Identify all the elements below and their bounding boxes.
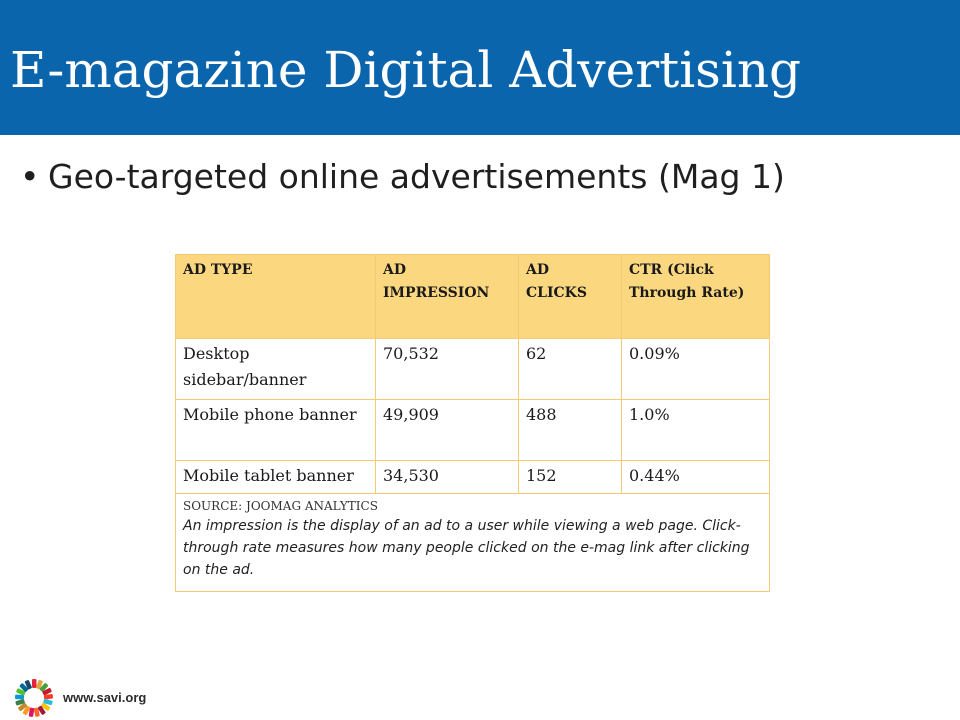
table-cell: 1.0% [621, 399, 770, 461]
table-header-row: AD TYPE AD IMPRESSION AD CLICKS CTR (Cli… [175, 254, 770, 339]
column-header-ctr: CTR (Click Through Rate) [621, 254, 770, 339]
definition-note: An impression is the display of an ad to… [183, 518, 750, 578]
table-row: Mobile phone banner 49,909 488 1.0% [175, 399, 770, 461]
ad-stats-table: AD TYPE AD IMPRESSION AD CLICKS CTR (Cli… [175, 254, 770, 592]
table-cell: 49,909 [375, 399, 519, 461]
table-note-row: SOURCE: JOOMAG ANALYTICS An impression i… [175, 493, 770, 592]
table-note-cell: SOURCE: JOOMAG ANALYTICS An impression i… [175, 493, 770, 592]
footer-url: www.savi.org [63, 690, 147, 705]
table-cell: 488 [518, 399, 622, 461]
table-cell: Mobile phone banner [175, 399, 376, 461]
savi-logo-icon [14, 679, 54, 717]
table-cell: 34,530 [375, 460, 519, 494]
column-header-ad-impression: AD IMPRESSION [375, 254, 519, 339]
column-header-ad-clicks: AD CLICKS [518, 254, 622, 339]
table-cell: Desktop sidebar/banner [175, 338, 376, 400]
table-row: Mobile tablet banner 34,530 152 0.44% [175, 460, 770, 494]
title-bar: E-magazine Digital Advertising [0, 0, 960, 135]
table-cell: 0.44% [621, 460, 770, 494]
source-label: SOURCE: JOOMAG ANALYTICS [183, 499, 378, 513]
table-cell: 70,532 [375, 338, 519, 400]
table-cell: 152 [518, 460, 622, 494]
bullet-text: Geo-targeted online advertisements (Mag … [48, 157, 785, 196]
column-header-ad-type: AD TYPE [175, 254, 376, 339]
table-cell: 62 [518, 338, 622, 400]
bullet-dot-icon: • [20, 157, 40, 196]
table-row: Desktop sidebar/banner 70,532 62 0.09% [175, 338, 770, 400]
table-cell: Mobile tablet banner [175, 460, 376, 494]
slide-title: E-magazine Digital Advertising [10, 41, 802, 99]
bullet-item: • Geo-targeted online advertisements (Mag… [20, 153, 785, 201]
table-cell: 0.09% [621, 338, 770, 400]
